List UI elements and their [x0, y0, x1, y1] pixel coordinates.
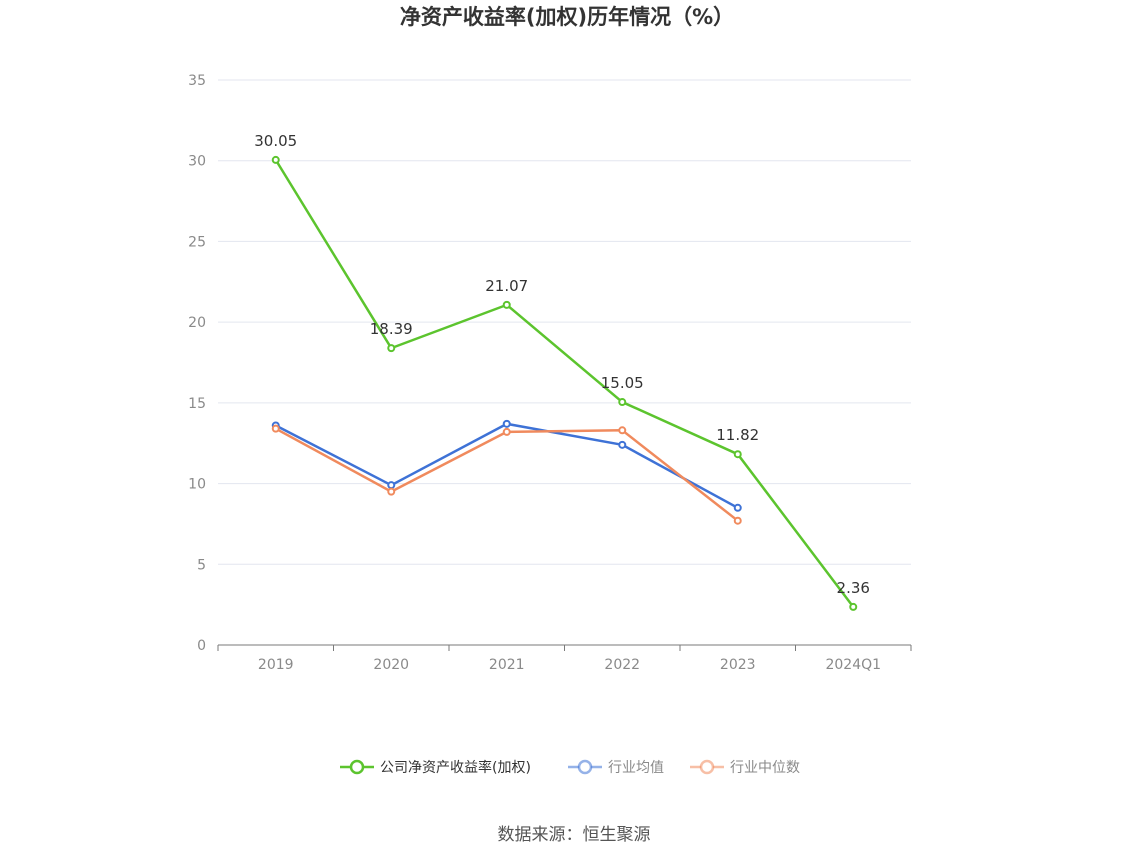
data-point-2: [618, 426, 627, 435]
data-point-1: [618, 440, 627, 449]
legend-label: 公司净资产收益率(加权): [380, 759, 531, 776]
data-point-0: [849, 602, 858, 611]
chart-title: 净资产收益率(加权)历年情况（%）: [400, 5, 734, 29]
data-label: 15.05: [601, 374, 644, 392]
x-tick-label: 2024Q1: [825, 657, 881, 673]
x-tick-label: 2019: [258, 657, 294, 673]
y-tick-label: 20: [188, 315, 206, 331]
data-point-2: [502, 427, 511, 436]
data-label: 11.82: [716, 426, 759, 444]
data-point-2: [271, 424, 280, 433]
legend-item-1[interactable]: 行业均值: [568, 759, 664, 776]
data-label: 30.05: [254, 132, 297, 150]
data-label: 18.39: [370, 320, 413, 338]
data-point-0: [618, 398, 627, 407]
legend-label: 行业中位数: [730, 760, 800, 776]
legend-item-2[interactable]: 行业中位数: [690, 759, 800, 776]
legend-marker-swatch: [577, 759, 593, 775]
axes: 0 5 10 15 20 25 30 35 2019 2020 2021 2022 2023 2024Q1: [188, 73, 912, 673]
data-point-1: [502, 419, 511, 428]
y-tick-label: 15: [188, 396, 206, 412]
y-tick-label: 30: [188, 154, 206, 170]
data-source-note: 数据来源：恒生聚源: [498, 825, 651, 845]
legend-item-0[interactable]: 公司净资产收益率(加权): [340, 759, 531, 776]
grid-lines: [218, 79, 911, 565]
data-point-0: [387, 344, 396, 353]
data-point-1: [387, 481, 396, 490]
series-layer: [271, 155, 858, 611]
x-tick-label: 2022: [604, 657, 640, 673]
series-line-0: [274, 159, 855, 608]
data-label: 21.07: [485, 277, 528, 295]
legend: 公司净资产收益率(加权) 行业均值 行业中位数: [340, 759, 800, 776]
legend-label: 行业均值: [608, 760, 664, 776]
legend-marker-swatch: [699, 759, 715, 775]
data-point-0: [733, 450, 742, 459]
legend-marker-swatch: [349, 759, 365, 775]
data-point-2: [733, 516, 742, 525]
x-tick-label: 2021: [489, 657, 525, 673]
y-tick-label: 0: [197, 638, 206, 654]
data-label: 2.36: [837, 579, 870, 597]
data-labels: 30.05 18.39 21.07 15.05 11.82 2.36: [254, 132, 870, 597]
y-tick-label: 25: [188, 234, 206, 250]
y-tick-label: 10: [188, 477, 206, 493]
x-tick-label: 2023: [720, 657, 756, 673]
data-point-1: [733, 503, 742, 512]
data-point-0: [502, 300, 511, 309]
y-tick-label: 5: [197, 557, 206, 573]
data-point-2: [387, 487, 396, 496]
y-tick-label: 35: [188, 73, 206, 89]
series-line-2: [275, 427, 739, 522]
x-tick-label: 2020: [373, 657, 409, 673]
data-point-0: [271, 155, 280, 164]
